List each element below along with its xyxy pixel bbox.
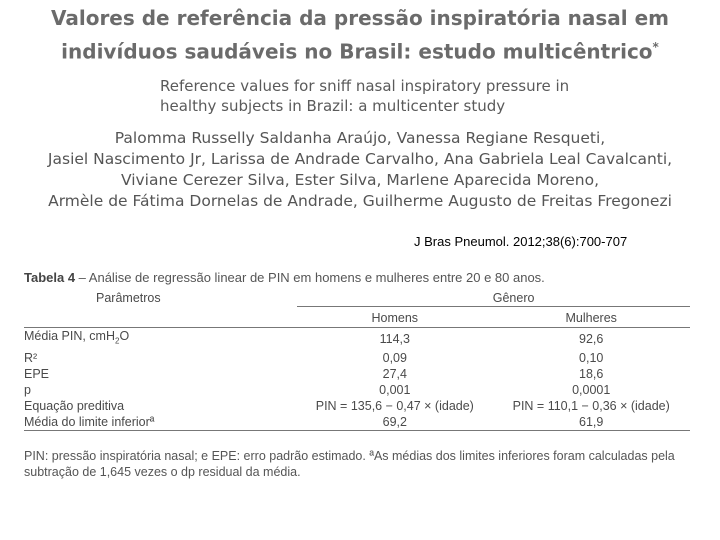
row-women: 0,10 xyxy=(579,350,604,365)
row-men: 69,2 xyxy=(297,413,493,431)
table-header-row-1: Parâmetros Gênero xyxy=(24,290,690,307)
row-param: Equação preditiva xyxy=(24,398,125,413)
table-row: R² 0,09 0,10 xyxy=(24,350,690,366)
header-homens: Homens xyxy=(297,306,493,328)
english-title: Reference values for sniff nasal inspira… xyxy=(160,76,569,116)
row-women: 92,6 xyxy=(492,327,690,350)
authors-line-2: Jasiel Nascimento Jr, Larissa de Andrade… xyxy=(47,150,673,168)
authors-line-3: Viviane Cerezer Silva, Ester Silva, Marl… xyxy=(120,171,600,189)
row-param: R² xyxy=(24,350,38,365)
regression-table: Parâmetros Gênero Homens Mulheres Média … xyxy=(24,290,690,431)
authors-line-1: Palomma Russelly Saldanha Araújo, Vaness… xyxy=(114,129,606,147)
table-row: p 0,001 0,0001 xyxy=(24,382,690,398)
table-caption-text: – Análise de regressão linear de PIN em … xyxy=(75,270,545,285)
paper-title: Valores de referência da pressão inspira… xyxy=(0,4,720,67)
row-param-after: O xyxy=(119,329,130,343)
authors-line-4: Armèle de Fátima Dornelas de Andrade, Gu… xyxy=(48,192,672,210)
row-men: 27,4 xyxy=(382,366,407,381)
row-women: 0,0001 xyxy=(572,382,611,397)
table-caption: Tabela 4 – Análise de regressão linear d… xyxy=(24,270,545,285)
table-row: EPE 27,4 18,6 xyxy=(24,366,690,382)
table-footnote: PIN: pressão inspiratória nasal; e EPE: … xyxy=(24,449,675,479)
title-line-2-text: indivíduos saudáveis no Brasil: estudo m… xyxy=(61,39,653,64)
row-women: 61,9 xyxy=(492,413,690,431)
row-men: 0,09 xyxy=(382,350,407,365)
table-header-row-2: Homens Mulheres xyxy=(24,306,690,328)
title-mark: * xyxy=(652,40,659,54)
table-row: Média PIN, cmH2O 114,3 92,6 xyxy=(24,327,690,350)
row-param: Média PIN, cmH2O xyxy=(24,327,298,350)
row-men: PIN = 135,6 − 0,47 × (idade) xyxy=(315,398,474,413)
row-women: PIN = 110,1 − 0,36 × (idade) xyxy=(512,398,670,413)
row-param: EPE xyxy=(24,366,50,381)
subtitle-line-1: Reference values for sniff nasal inspira… xyxy=(160,77,570,95)
author-list: Palomma Russelly Saldanha Araújo, Vaness… xyxy=(0,128,720,212)
table-row: Equação preditiva PIN = 135,6 − 0,47 × (… xyxy=(24,398,690,414)
header-mulheres: Mulheres xyxy=(492,306,690,328)
row-param: p xyxy=(24,382,31,397)
row-param-text: Média PIN, cmH xyxy=(24,329,115,343)
journal-citation: J Bras Pneumol. 2012;38(6):700-707 xyxy=(414,234,628,249)
row-women: 18,6 xyxy=(579,366,604,381)
row-men: 0,001 xyxy=(379,382,411,397)
row-men: 114,3 xyxy=(297,327,493,350)
title-line-2: indivíduos saudáveis no Brasil: estudo m… xyxy=(0,33,720,67)
row-param: Média do limite inferiorª xyxy=(24,413,298,431)
table-caption-label: Tabela 4 xyxy=(24,270,76,285)
row-param-sub: 2 xyxy=(115,336,120,346)
title-line-1: Valores de referência da pressão inspira… xyxy=(50,6,670,30)
header-genero: Gênero xyxy=(492,291,535,305)
table-row: Média do limite inferiorª 69,2 61,9 xyxy=(24,413,690,431)
header-parametros: Parâmetros xyxy=(96,291,161,305)
subtitle-line-2: healthy subjects in Brazil: a multicente… xyxy=(160,97,506,115)
